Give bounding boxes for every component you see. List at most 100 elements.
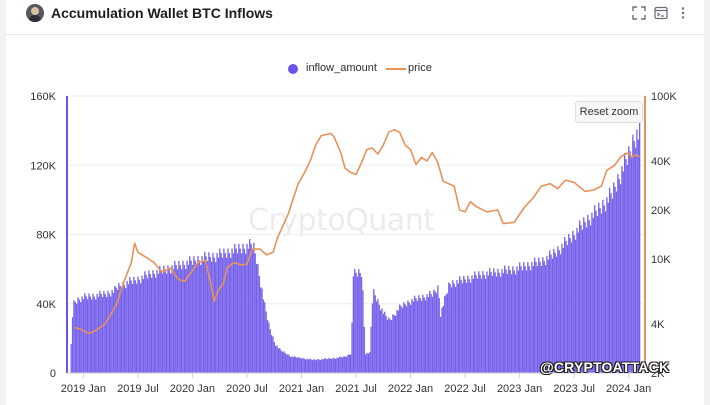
inflow-bar [84, 293, 86, 373]
inflow-bar [585, 227, 588, 373]
inflow-bar [606, 197, 608, 373]
inflow-bar [461, 283, 464, 373]
reset-zoom-button[interactable]: Reset zoom [575, 101, 643, 123]
inflow-bar [283, 351, 285, 373]
inflow-bar [498, 272, 500, 373]
inflow-bar [240, 253, 243, 373]
inflow-bar [135, 283, 138, 373]
inflow-bar [374, 295, 376, 373]
inflow-bar [589, 225, 592, 373]
inflow-bar [581, 229, 584, 373]
inflow-bar [92, 293, 94, 373]
inflow-bar [491, 275, 494, 373]
inflow-bar [209, 256, 211, 373]
inflow-bar [175, 265, 177, 373]
more-vertical-icon[interactable] [676, 6, 690, 20]
inflow-bar [300, 358, 303, 373]
inflow-bar [110, 296, 112, 373]
legend-line-price [386, 68, 406, 70]
inflow-bar [130, 280, 132, 373]
inflow-bar [561, 243, 563, 373]
inflow-bar [90, 299, 93, 373]
inflow-bar [170, 273, 172, 373]
inflow-bar [463, 275, 465, 373]
inflow-bar [369, 352, 371, 373]
inflow-bar [156, 269, 158, 373]
inflow-bar [82, 299, 85, 373]
inflow-bar [365, 354, 367, 373]
inflow-bar [250, 243, 252, 373]
inflow-bar [174, 261, 176, 373]
inflow-bar [419, 297, 421, 373]
terminal-icon[interactable] [654, 6, 668, 20]
inflow-bar [78, 299, 81, 373]
left-tick-label: 160K [30, 91, 56, 103]
inflow-bar [275, 345, 277, 373]
inflow-bar [538, 257, 540, 373]
inflow-bar [246, 243, 248, 373]
inflow-bar [115, 287, 117, 373]
inflow-bar [493, 268, 495, 373]
inflow-bar [579, 220, 581, 373]
inflow-bar [588, 220, 590, 373]
tick-labels: 0 40K 80K 120K 160K 2K 4K 10K 20K 40K 100K 2019 Jan… [30, 91, 677, 395]
inflow-bar [343, 356, 345, 373]
inflow-bar [611, 198, 614, 373]
inflow-bar [161, 273, 164, 373]
left-tick-label: 120K [30, 160, 56, 172]
inflow-bar [254, 253, 256, 373]
inflow-bar [239, 248, 241, 373]
inflow-bar [554, 252, 556, 373]
inflow-bar [625, 158, 627, 373]
fullscreen-icon[interactable] [632, 6, 646, 20]
inflow-bar [206, 260, 209, 373]
inflow-bar [483, 275, 485, 373]
inflow-bar [339, 356, 341, 373]
inflow-bar [265, 311, 267, 373]
header-divider [6, 34, 704, 35]
inflow-bar [393, 315, 395, 373]
inflow-bar [482, 271, 484, 373]
inflow-bar [539, 261, 541, 373]
inflow-bar [168, 269, 170, 373]
inflow-bar [216, 253, 218, 373]
inflow-bar [574, 239, 577, 373]
inflow-bar [390, 320, 393, 373]
inflow-bar [335, 358, 337, 373]
inflow-bar [251, 248, 254, 373]
avatar[interactable] [26, 4, 44, 22]
inflow-bar [614, 186, 616, 373]
inflow-bar [359, 273, 361, 373]
inflow-bar [505, 269, 507, 373]
inflow-bar [407, 300, 409, 373]
x-tick-label: 2024 Jan [606, 383, 651, 395]
inflow-bar [499, 276, 502, 373]
inflow-bar [317, 359, 319, 373]
inflow-bar [360, 277, 363, 373]
inflow-bar [416, 301, 419, 373]
inflow-bar [424, 300, 427, 373]
inflow-bar [521, 270, 524, 373]
inflow-bar [553, 248, 555, 373]
inflow-bar [401, 308, 404, 373]
inflow-bar [242, 243, 244, 373]
x-tick-label: 2021 Jul [335, 383, 377, 395]
legend-item-inflow[interactable]: inflow_amount [288, 62, 378, 78]
inflow-bar [194, 260, 196, 373]
inflow-bar [133, 276, 135, 373]
legend-item-price[interactable]: price [386, 62, 446, 78]
inflow-bar [231, 248, 233, 373]
inflow-bar [449, 283, 451, 373]
inflow-bar [273, 342, 275, 373]
inflow-bar [333, 358, 335, 373]
inflow-bar [294, 356, 296, 373]
inflow-bar [306, 358, 308, 373]
inflow-bar [435, 293, 438, 373]
inflow-bar [235, 248, 237, 373]
inflow-bar [141, 275, 143, 373]
inflow-bar [469, 282, 472, 373]
inflow-bar [568, 233, 570, 373]
inflow-bar [486, 271, 488, 373]
inflow-bar [105, 297, 108, 373]
inflow-bar [187, 264, 190, 373]
